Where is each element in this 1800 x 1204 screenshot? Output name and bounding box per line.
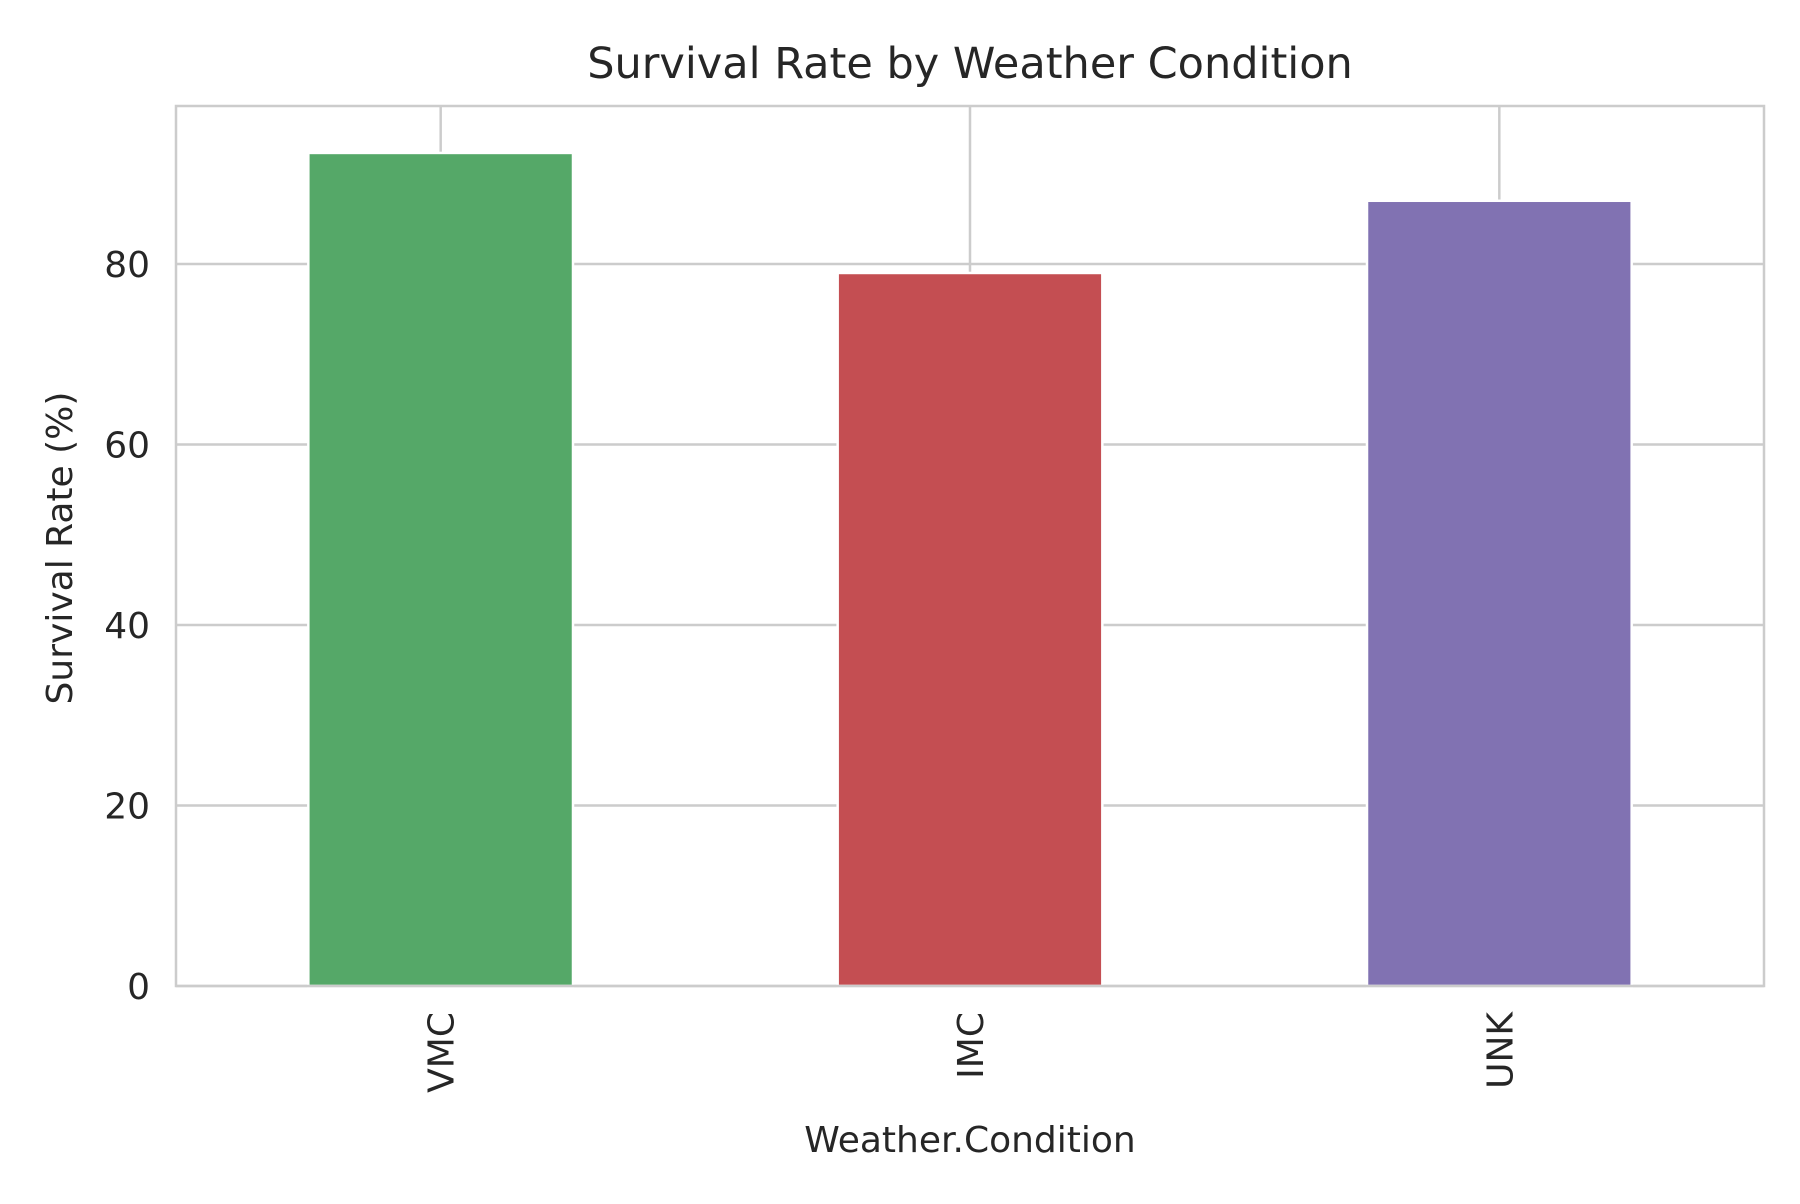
y-tick-label: 80 <box>104 245 150 286</box>
bars <box>307 151 1633 988</box>
y-tick-label: 0 <box>127 967 150 1008</box>
bar-imc <box>836 271 1104 988</box>
x-axis-label: Weather.Condition <box>804 1120 1136 1161</box>
y-tick-label: 60 <box>104 425 150 466</box>
y-axis-label: Survival Rate (%) <box>40 392 81 705</box>
chart-title: Survival Rate by Weather Condition <box>587 39 1353 89</box>
y-tick-label: 20 <box>104 786 150 827</box>
bar-unk <box>1365 199 1633 988</box>
x-tick-labels: VMC IMC UNK <box>422 1011 1522 1093</box>
x-tick-label: IMC <box>951 1012 992 1079</box>
bar-vmc <box>307 151 575 988</box>
plot-frame <box>174 104 1766 988</box>
y-tick-label: 40 <box>104 606 150 647</box>
x-tick-label: UNK <box>1480 1011 1521 1089</box>
y-tick-labels: 0 20 40 60 80 <box>104 245 150 1008</box>
x-tick-label: VMC <box>422 1012 463 1093</box>
